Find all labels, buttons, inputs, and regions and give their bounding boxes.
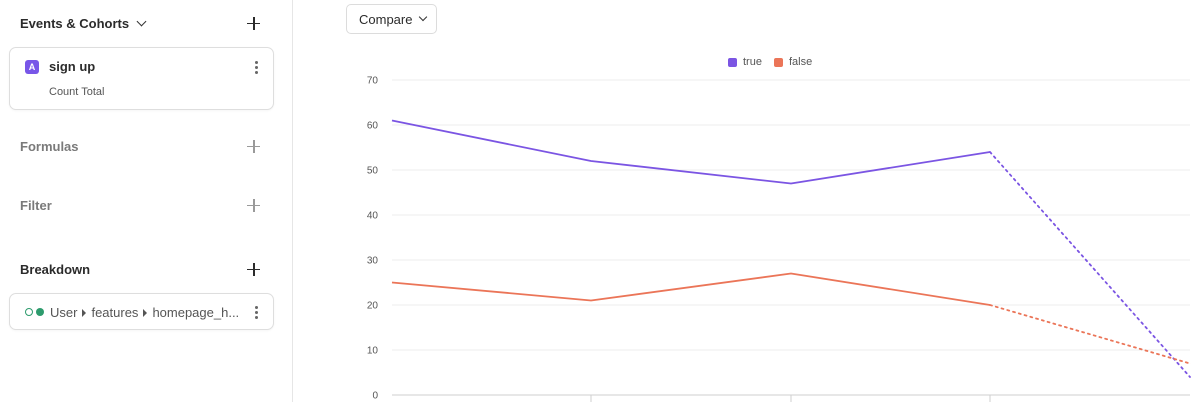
y-tick-label: 30 [367,256,379,267]
y-tick-label: 70 [367,76,379,87]
add-filter-button[interactable] [247,198,260,212]
breakdown-title: Breakdown [20,261,91,277]
chart-legend: true false [728,56,812,68]
y-tick-label: 10 [367,346,379,357]
line-chart: 0 10 20 30 40 50 60 70 [367,76,1191,402]
y-tick-label: 50 [367,166,379,177]
breakdown-card[interactable]: User features homepage_h... [9,293,274,330]
events-cohorts-toggle[interactable]: Events & Cohorts [20,15,147,31]
events-cohorts-header: Events & Cohorts [20,13,260,33]
series-partial-line-true[interactable] [989,151,1191,378]
add-event-button[interactable] [247,16,260,30]
legend-swatch-true [728,57,737,67]
event-more-menu-icon[interactable] [255,61,259,74]
event-measure[interactable]: Count Total [49,86,105,98]
series-line-true[interactable] [391,119,991,185]
caret-right-icon [82,308,87,317]
events-cohorts-title: Events & Cohorts [20,15,130,31]
breakdown-more-menu-icon[interactable] [255,306,259,319]
legend-label-true: true [743,56,762,68]
add-breakdown-button[interactable] [247,262,260,276]
event-letter-badge: A [25,60,39,74]
breakdown-path-entity: User [50,305,78,320]
legend-item-true[interactable]: true [728,56,762,68]
y-tick-label: 0 [372,391,378,402]
compare-label: Compare [359,11,413,27]
breakdown-path-property: homepage_h... [152,305,240,320]
property-type-icon [25,308,44,316]
compare-dropdown[interactable]: Compare [346,4,437,34]
chevron-down-icon [136,16,147,26]
filter-header: Filter [20,195,260,215]
breakdown-path: User features homepage_h... [50,305,239,320]
series-partial-line-false[interactable] [989,304,1191,365]
formulas-header: Formulas [20,136,260,156]
y-tick-label: 20 [367,301,379,312]
legend-item-false[interactable]: false [773,56,813,68]
y-tick-label: 60 [367,121,379,132]
chevron-down-icon [419,12,428,22]
add-formula-button[interactable] [247,139,260,153]
sidebar: Events & Cohorts A sign up Count Total F… [0,0,293,402]
legend-label-false: false [788,56,813,68]
event-name: sign up [49,59,96,74]
breakdown-header: Breakdown [20,259,260,279]
filter-title: Filter [20,197,52,213]
breakdown-path-group: features [91,305,139,320]
caret-right-icon [143,308,148,317]
series-line-false[interactable] [391,272,991,306]
formulas-title: Formulas [20,138,79,154]
event-card[interactable]: A sign up Count Total [9,47,274,110]
y-tick-label: 40 [367,211,379,222]
legend-swatch-false [773,57,783,67]
